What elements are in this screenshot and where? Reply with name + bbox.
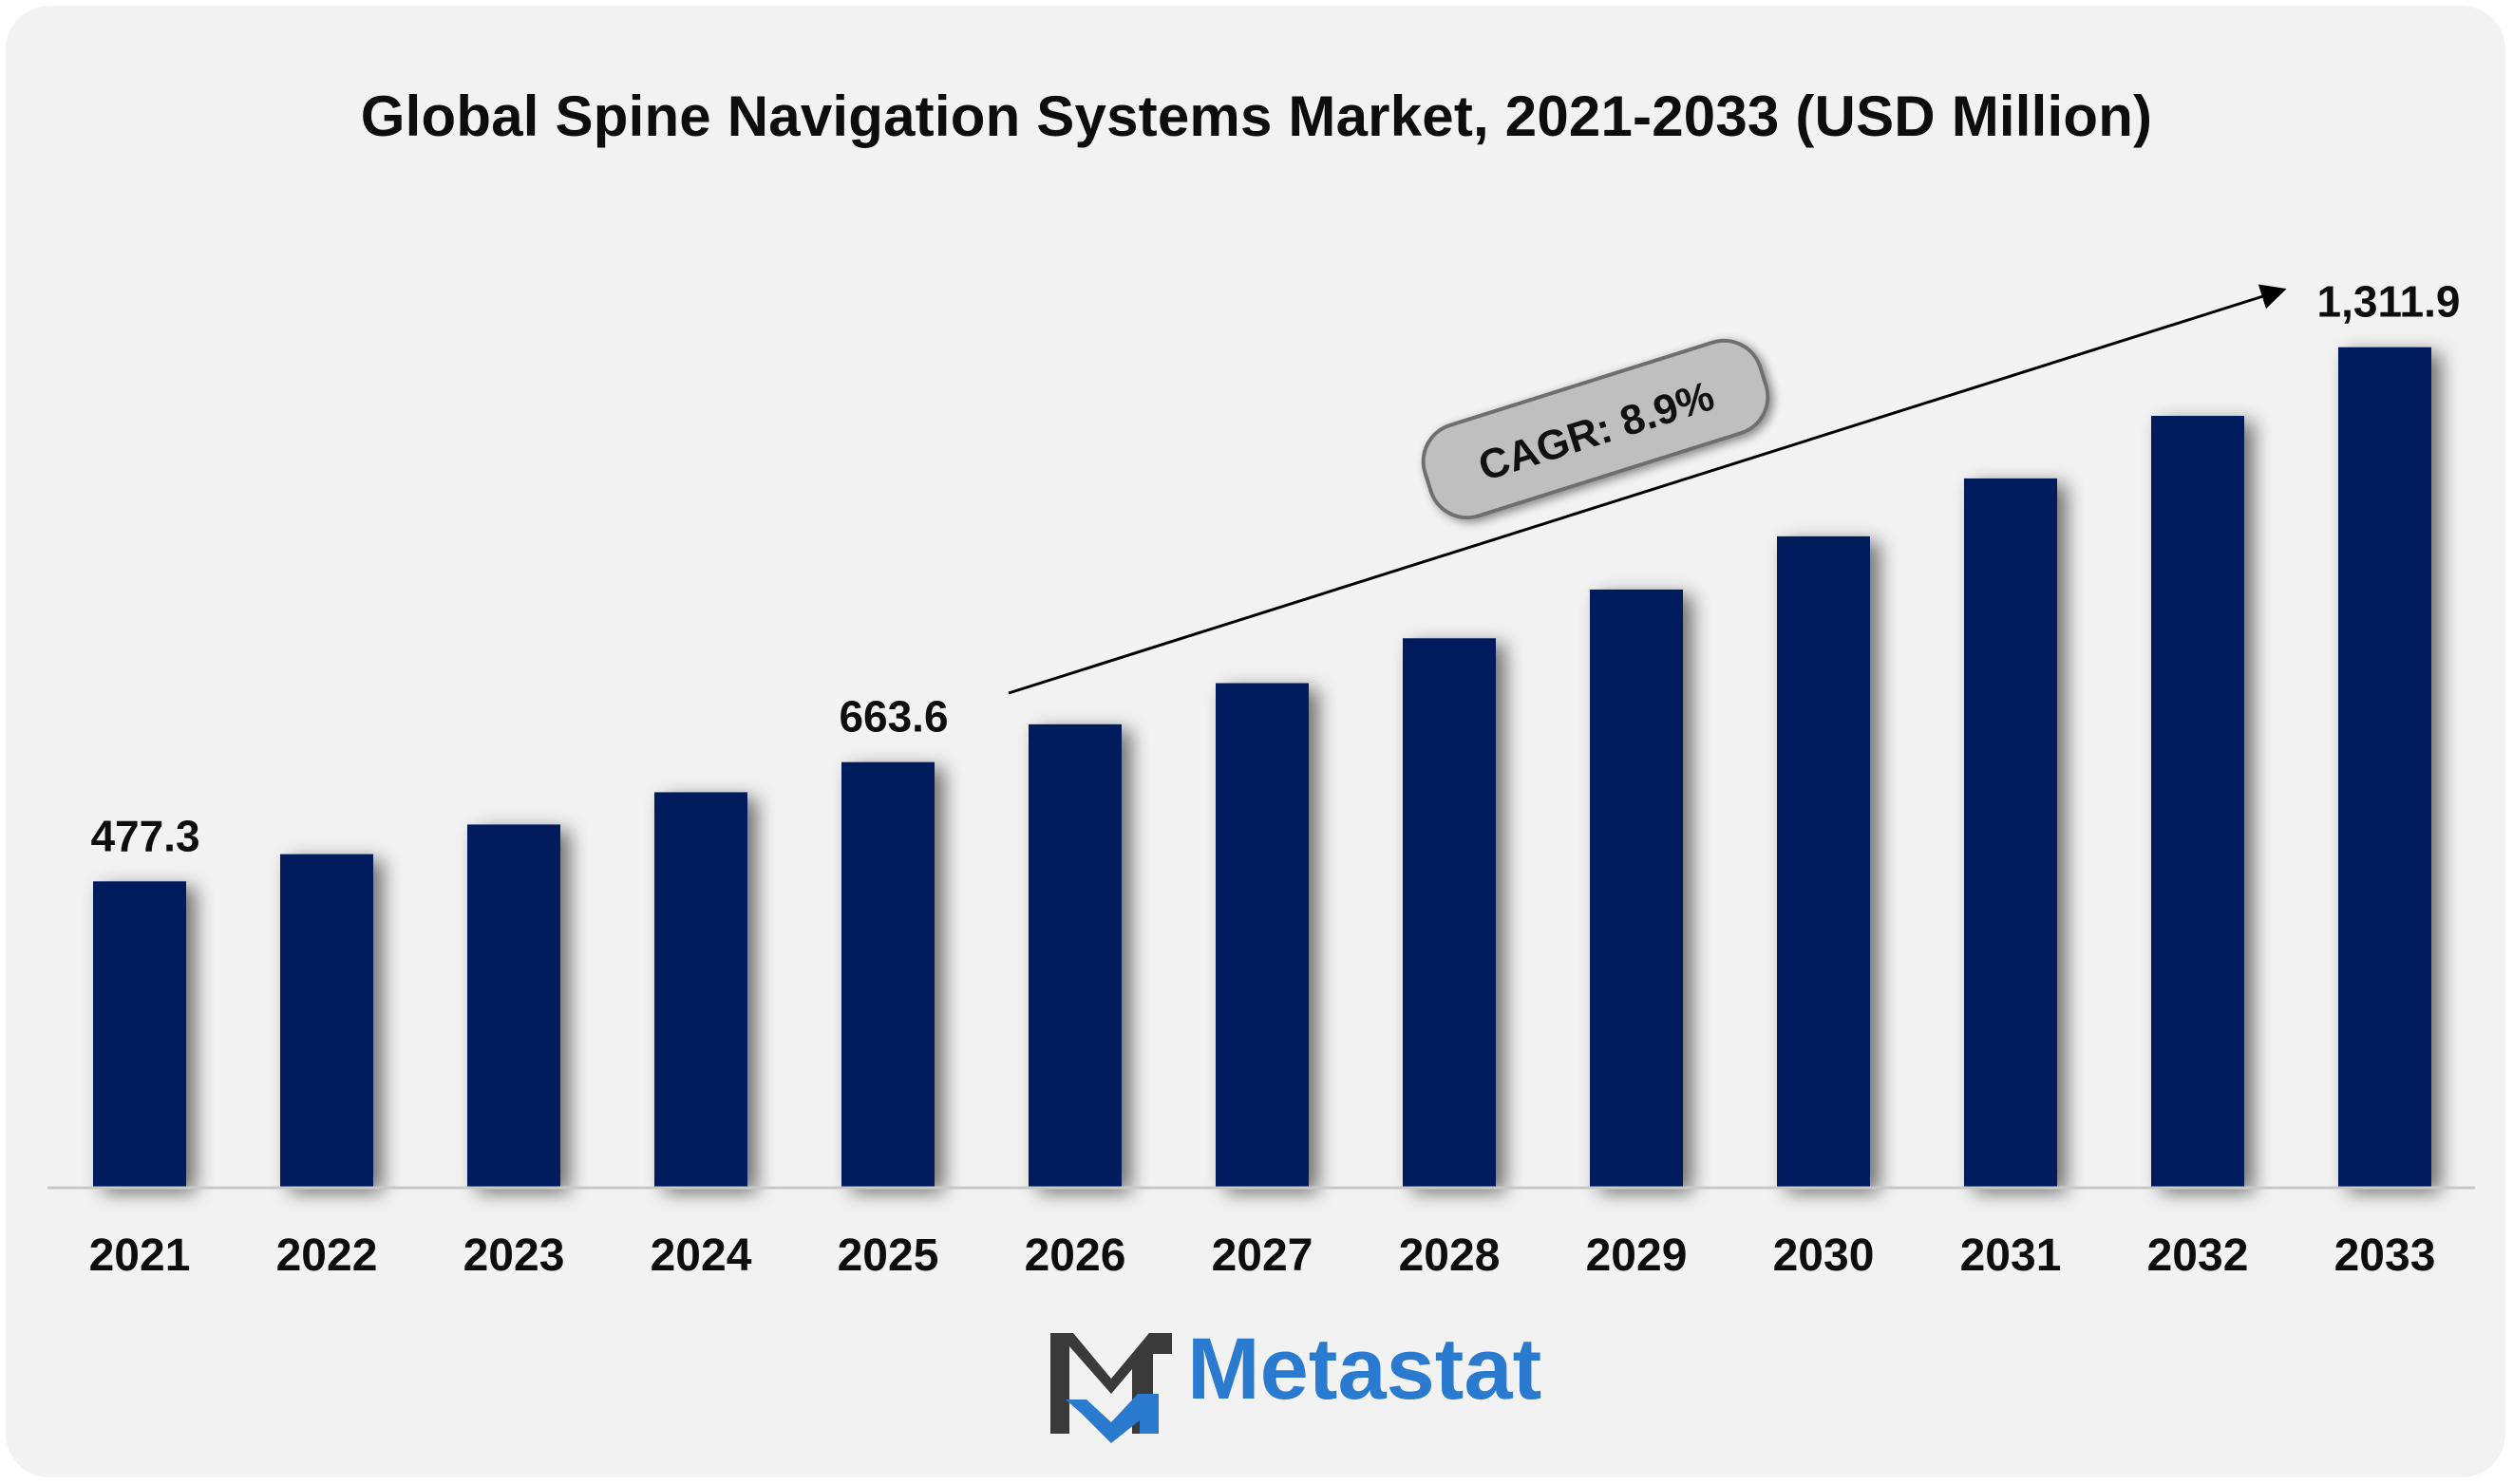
x-tick-label-2032: 2032 xyxy=(2147,1230,2249,1281)
x-tick-label-2025: 2025 xyxy=(838,1230,939,1281)
bar-2025 xyxy=(841,761,935,1187)
bar-2032 xyxy=(2151,416,2244,1187)
bar-2026 xyxy=(1029,723,1122,1187)
x-tick-labels: 2021 2022 2023 2024 2025 2026 2027 2028 2029 2030… xyxy=(89,1230,2436,1281)
data-label-2021: 477.3 xyxy=(90,811,199,860)
x-tick-label-2026: 2026 xyxy=(1025,1230,1126,1281)
bar-2023 xyxy=(467,824,560,1187)
metastat-logo: Metastat xyxy=(1045,1320,1577,1443)
bar-2029 xyxy=(1590,589,1683,1187)
x-tick-label-2022: 2022 xyxy=(276,1230,378,1281)
cagr-arrow xyxy=(1008,284,2287,695)
x-tick-label-2021: 2021 xyxy=(89,1230,191,1281)
bar-2031 xyxy=(1964,478,2057,1187)
bars-layer xyxy=(93,347,2431,1187)
bar-2022 xyxy=(280,854,373,1187)
chart-title: Global Spine Navigation Systems Market, … xyxy=(360,85,2153,148)
x-tick-label-2031: 2031 xyxy=(1960,1230,2062,1281)
x-tick-label-2023: 2023 xyxy=(463,1230,565,1281)
x-tick-label-2030: 2030 xyxy=(1773,1230,1875,1281)
metastat-logo-mark-icon xyxy=(1050,1333,1172,1443)
x-tick-label-2029: 2029 xyxy=(1586,1230,1688,1281)
bar-2027 xyxy=(1216,683,1309,1187)
cagr-box xyxy=(1421,338,1770,520)
data-label-2033: 1,311.9 xyxy=(2317,277,2461,327)
bar-2028 xyxy=(1403,638,1496,1187)
metastat-logo-text: Metastat xyxy=(1187,1321,1542,1418)
x-tick-label-2027: 2027 xyxy=(1212,1230,1313,1281)
data-label-2025: 663.6 xyxy=(839,692,948,742)
cagr-annotation: CAGR: 8.9% xyxy=(1421,338,1770,520)
data-labels: 477.3 663.6 1,311.9 xyxy=(90,277,2460,861)
bar-2021 xyxy=(93,881,186,1187)
bar-2024 xyxy=(654,792,747,1187)
x-tick-label-2033: 2033 xyxy=(2334,1230,2436,1281)
bar-2030 xyxy=(1777,535,1870,1187)
x-tick-label-2028: 2028 xyxy=(1399,1230,1501,1281)
x-tick-label-2024: 2024 xyxy=(651,1230,752,1281)
bar-2033 xyxy=(2338,347,2431,1187)
